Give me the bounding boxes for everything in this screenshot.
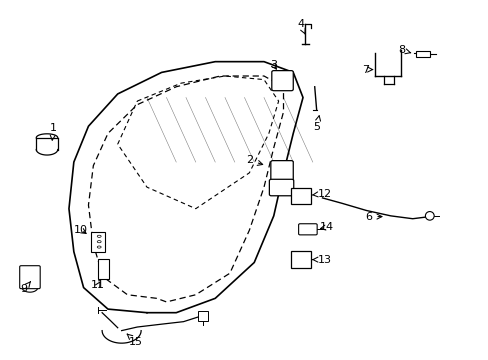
Text: 6: 6 bbox=[365, 212, 381, 221]
Ellipse shape bbox=[97, 246, 101, 248]
Text: 8: 8 bbox=[397, 45, 410, 55]
Text: 14: 14 bbox=[319, 222, 333, 232]
Text: 10: 10 bbox=[74, 225, 88, 235]
Text: 15: 15 bbox=[127, 334, 143, 347]
Bar bbox=[290, 251, 311, 267]
Bar bbox=[290, 188, 311, 204]
Text: 7: 7 bbox=[361, 64, 372, 75]
Text: 2: 2 bbox=[245, 155, 262, 165]
Text: 9: 9 bbox=[20, 282, 30, 294]
FancyBboxPatch shape bbox=[20, 266, 40, 289]
FancyBboxPatch shape bbox=[269, 179, 293, 196]
FancyBboxPatch shape bbox=[298, 224, 317, 235]
Text: 5: 5 bbox=[312, 116, 320, 132]
Text: 3: 3 bbox=[270, 60, 277, 70]
Text: 13: 13 bbox=[312, 255, 331, 265]
Text: 12: 12 bbox=[312, 189, 331, 199]
FancyBboxPatch shape bbox=[271, 71, 293, 91]
Text: 1: 1 bbox=[50, 123, 57, 140]
Bar bbox=[98, 259, 109, 279]
Text: 4: 4 bbox=[296, 19, 305, 34]
Bar bbox=[198, 311, 207, 320]
FancyBboxPatch shape bbox=[270, 161, 293, 183]
Ellipse shape bbox=[425, 212, 433, 220]
Ellipse shape bbox=[97, 240, 101, 243]
Bar bbox=[415, 51, 429, 57]
Bar bbox=[91, 231, 105, 252]
Ellipse shape bbox=[97, 235, 101, 237]
Text: 11: 11 bbox=[91, 280, 105, 290]
